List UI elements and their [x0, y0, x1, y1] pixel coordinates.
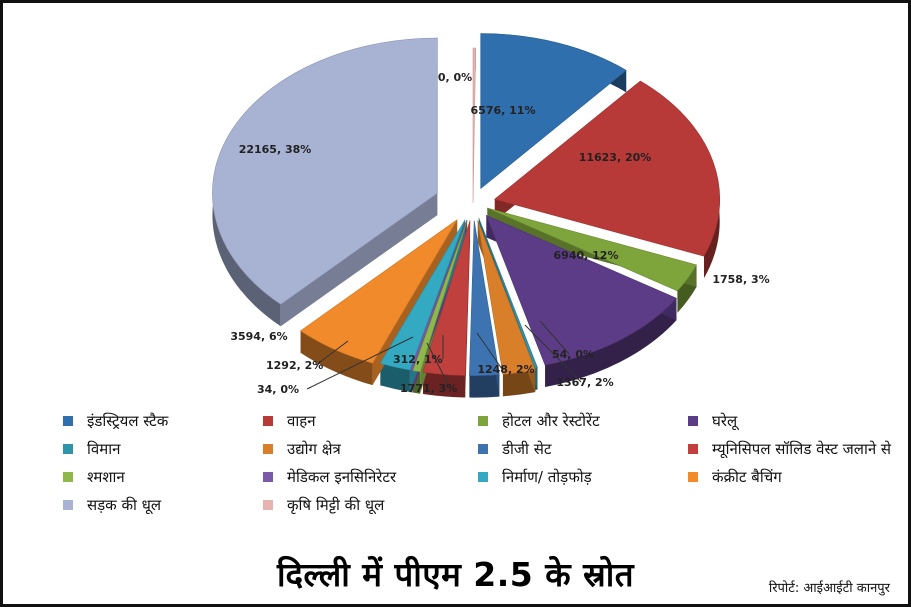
source-credit: रिपोर्ट: आईआईटी कानपुर: [768, 581, 890, 596]
legend-swatch: [63, 500, 73, 510]
legend-label: डीजी सेट: [502, 440, 552, 458]
legend-label: म्यूनिसिपल सॉलिड वेस्ट जलाने से: [712, 440, 892, 458]
legend-item-5: उद्योग क्षेत्र: [263, 439, 341, 459]
chart-title: दिल्ली में पीएम 2.5 के स्रोत: [276, 555, 635, 594]
legend-swatch: [478, 472, 488, 482]
pie-chart: 6576, 11% 11623, 20% 1758, 3% 6940, 12% 54, …: [212, 33, 770, 398]
data-label-7: 1771, 3%: [400, 382, 457, 395]
pie-slice-3: [485, 214, 677, 366]
pie-slice-2: [487, 207, 697, 292]
legend-swatch: [478, 416, 488, 426]
pie-slice-8: [412, 220, 468, 373]
pie-slice-1: [494, 80, 721, 257]
legend-item-9: मेडिकल इनसिनिरेटर: [263, 467, 396, 487]
pie-slice-4: [478, 217, 538, 369]
legend-label: निर्माण/ तोड़फोड़: [502, 468, 592, 486]
legend-swatch: [478, 444, 488, 454]
legend-item-3: घरेलू: [688, 411, 737, 431]
pie-slice-10: [379, 219, 466, 371]
legend-swatch: [63, 416, 73, 426]
legend-swatch: [688, 444, 698, 454]
pie-slice-side-7: [422, 372, 466, 398]
legend-item-10: निर्माण/ तोड़फोड़: [478, 467, 592, 487]
data-label-8: 312, 1%: [393, 353, 443, 366]
pie-slice-side-11: [300, 330, 373, 386]
legend-swatch: [688, 472, 698, 482]
legend-swatch: [63, 472, 73, 482]
legend-label: घरेलू: [712, 412, 738, 430]
data-label-12: 22165, 38%: [239, 143, 312, 156]
data-label-13: 0, 0%: [438, 71, 472, 84]
data-label-2: 1758, 3%: [712, 273, 769, 286]
data-label-10: 1292, 2%: [266, 359, 323, 372]
leader-line-7: [426, 342, 451, 389]
legend-label: होटल और रेस्टोरेंट: [502, 412, 600, 430]
legend-swatch: [263, 444, 273, 454]
pie-slice-13: [472, 47, 477, 204]
data-label-3: 6940, 12%: [554, 249, 619, 262]
data-label-1: 11623, 20%: [579, 151, 652, 164]
data-label-0: 6576, 11%: [471, 104, 536, 117]
legend-item-12: सड़क की धूल: [63, 495, 161, 515]
data-label-5: 1367, 2%: [556, 376, 613, 389]
legend-item-4: विमान: [63, 439, 120, 459]
pie-slice-side-10: [380, 363, 410, 392]
leader-line-10: [315, 340, 349, 366]
pie-slice-5: [477, 220, 536, 375]
legend-item-7: म्यूनिसिपल सॉलिड वेस्ट जलाने से: [688, 439, 891, 459]
legend-swatch: [263, 472, 273, 482]
pie-slice-12: [212, 37, 438, 305]
legend-label: मेडिकल इनसिनिरेटर: [287, 468, 397, 486]
data-label-4: 54, 0%: [552, 348, 594, 361]
legend-label: कंक्रीट बैचिंग: [712, 468, 782, 486]
leader-line-6: [476, 332, 503, 370]
pie-slice-side-3: [545, 298, 677, 388]
legend-label: वाहन: [287, 412, 316, 430]
legend-item-11: कंक्रीट बैचिंग: [688, 467, 782, 487]
legend-item-8: श्मशान: [63, 467, 125, 487]
legend-item-13: कृषि मिट्टी की धूल: [263, 495, 384, 515]
pie-slice-6: [469, 220, 500, 376]
leader-line-5: [524, 324, 582, 383]
pie-slice-side-6: [469, 374, 500, 398]
pie-slice-7: [422, 220, 471, 376]
legend-swatch: [263, 416, 273, 426]
leader-line-4: [539, 320, 570, 355]
legend-label: सड़क की धूल: [87, 496, 162, 514]
legend-item-6: डीजी सेट: [478, 439, 551, 459]
legend-label: उद्योग क्षेत्र: [287, 440, 341, 458]
legend-label: विमान: [87, 440, 121, 458]
legend-label: कृषि मिट्टी की धूल: [287, 496, 385, 514]
data-label-6: 1248, 2%: [477, 363, 534, 376]
legend-label: श्मशान: [87, 468, 125, 486]
legend-item-1: वाहन: [263, 411, 316, 431]
pie-slice-side-5: [502, 370, 536, 397]
legend-swatch: [63, 444, 73, 454]
legend-item-0: इंडस्ट्रियल स्टैक: [63, 411, 168, 431]
data-label-11: 3594, 6%: [230, 330, 287, 343]
pie-slice-11: [300, 219, 458, 364]
pie-slice-0: [480, 33, 627, 190]
leader-line-9: [306, 336, 414, 390]
pie-slice-wall-12: [280, 193, 438, 327]
legend-item-2: होटल और रेस्टोरेंट: [478, 411, 600, 431]
legend-swatch: [263, 500, 273, 510]
legend-label: इंडस्ट्रियल स्टैक: [87, 412, 169, 430]
legend-swatch: [688, 416, 698, 426]
data-label-9: 34, 0%: [257, 383, 299, 396]
